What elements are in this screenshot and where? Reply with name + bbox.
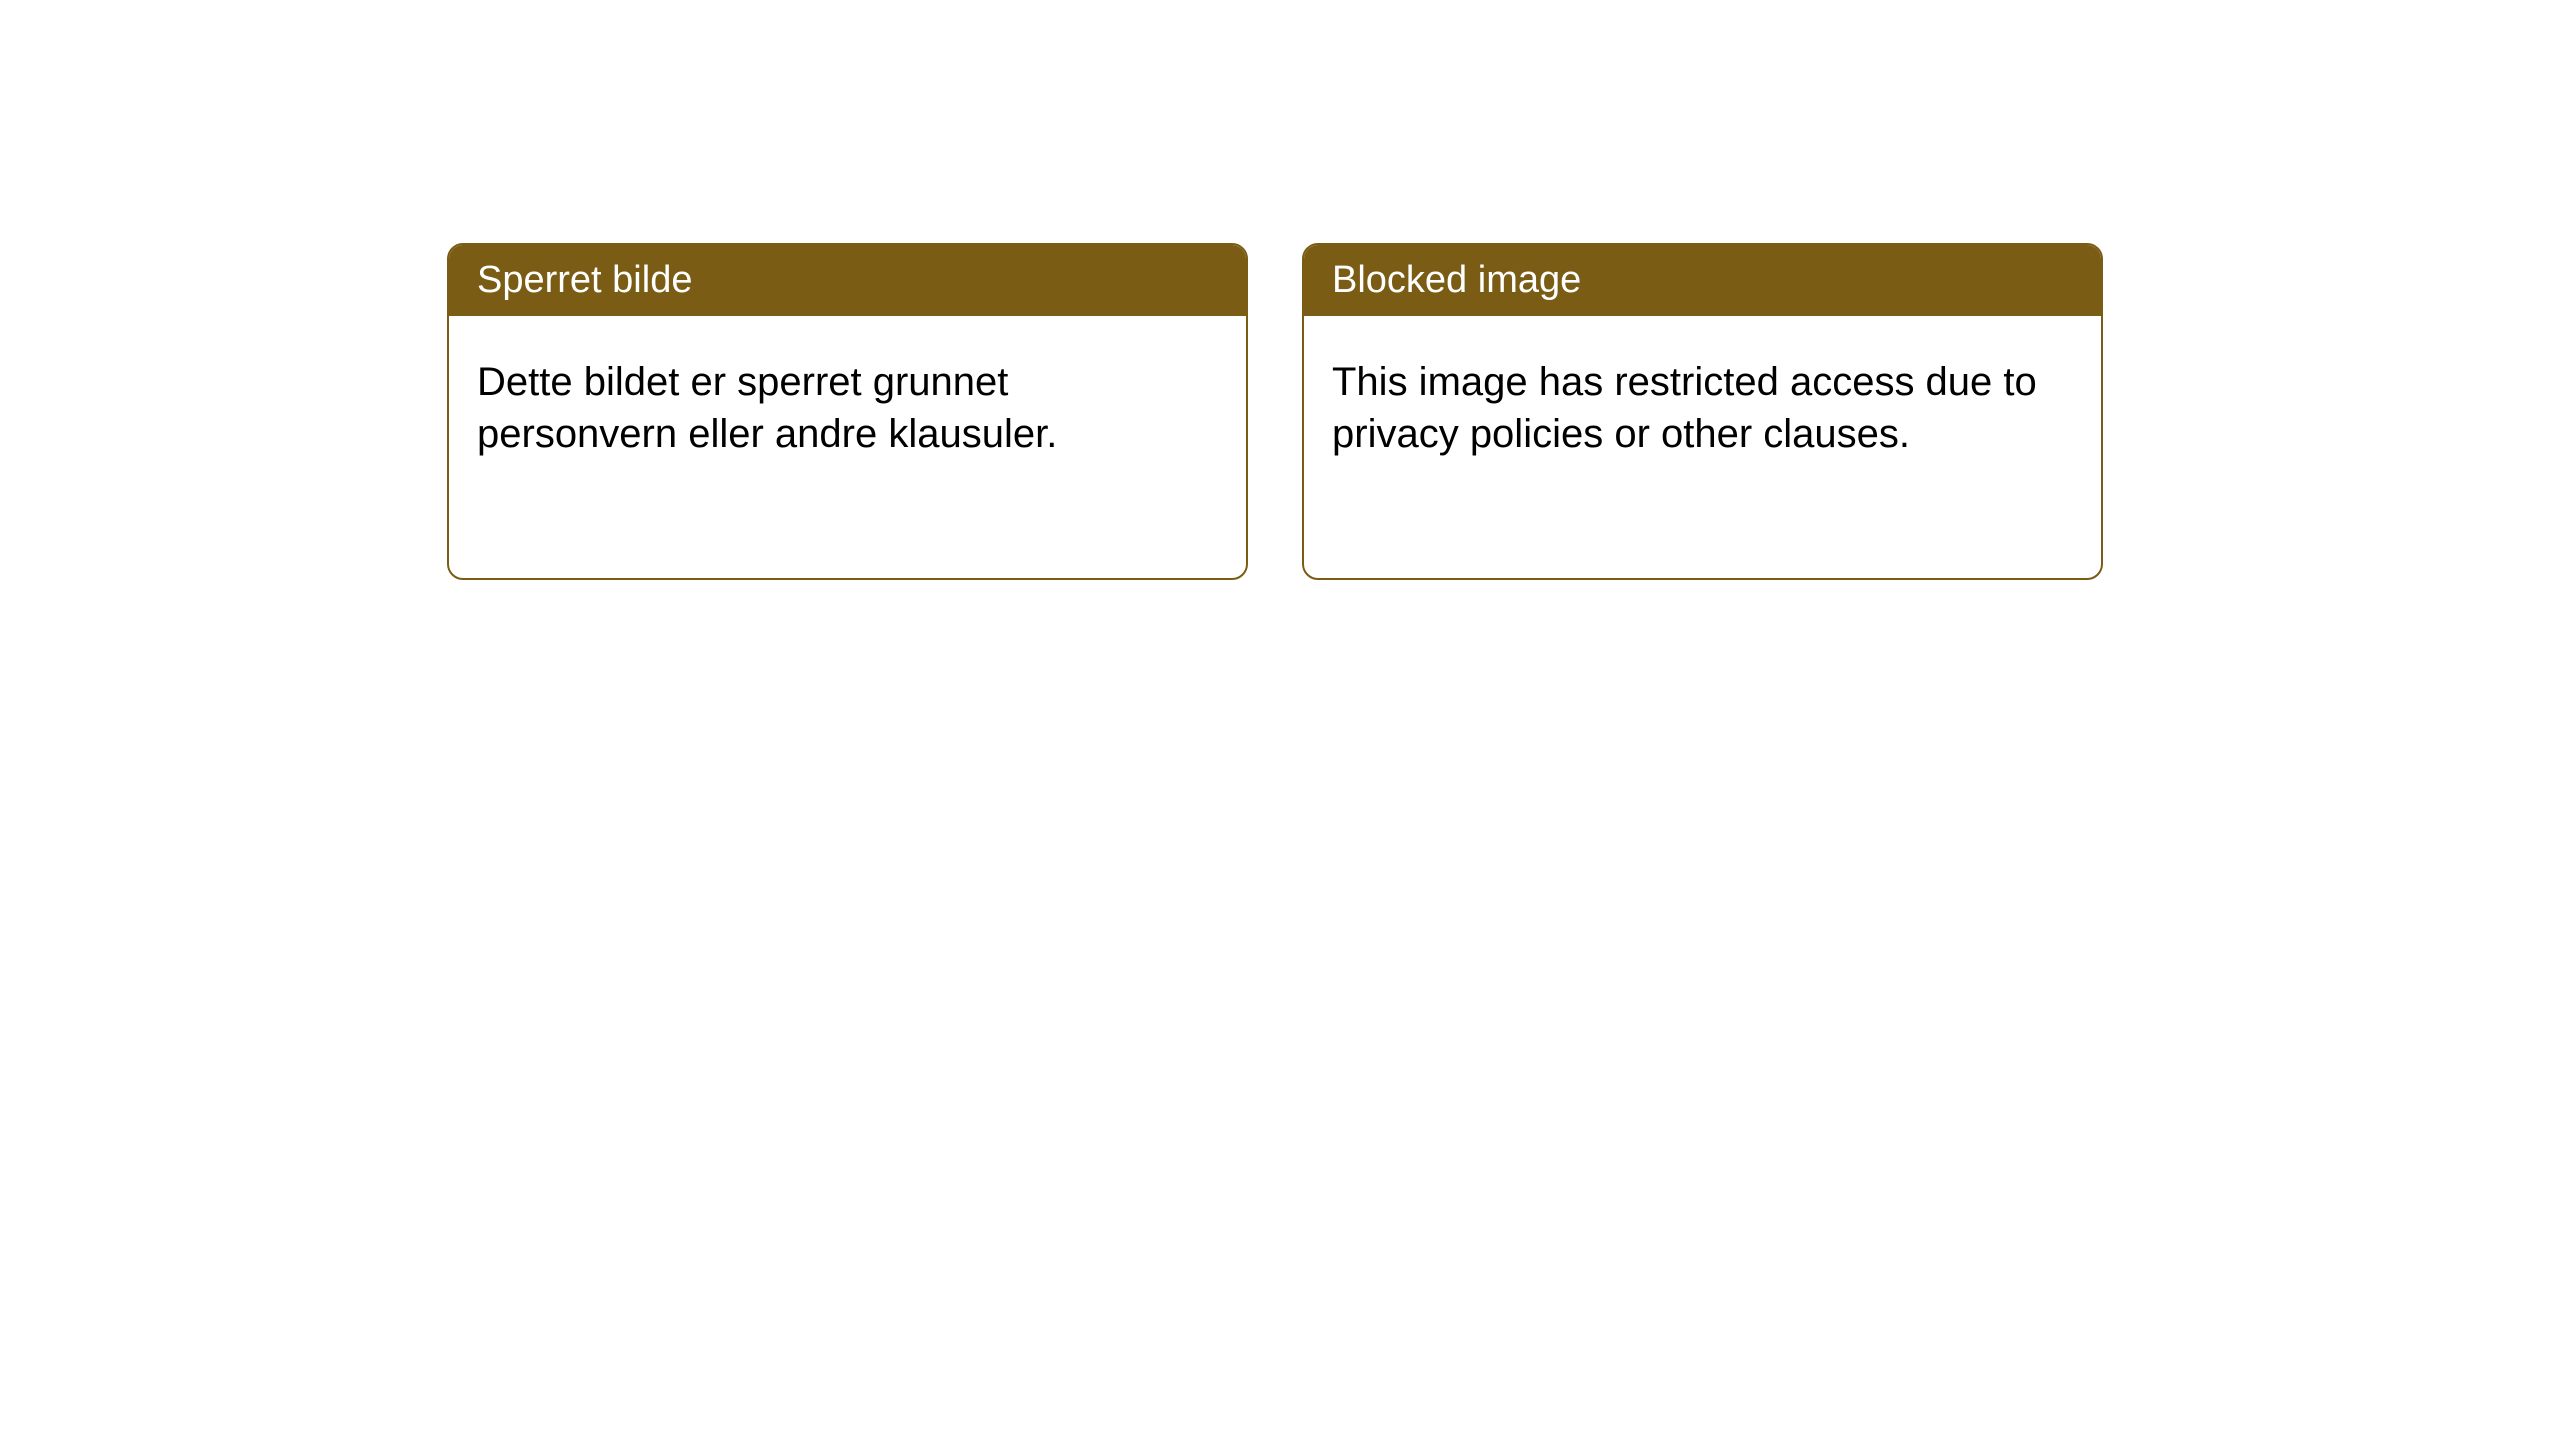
notice-header: Sperret bilde <box>449 245 1246 316</box>
notice-body: Dette bildet er sperret grunnet personve… <box>449 316 1246 500</box>
notice-header: Blocked image <box>1304 245 2101 316</box>
notice-card-english: Blocked image This image has restricted … <box>1302 243 2103 580</box>
notice-container: Sperret bilde Dette bildet er sperret gr… <box>0 0 2560 580</box>
notice-body: This image has restricted access due to … <box>1304 316 2101 500</box>
notice-card-norwegian: Sperret bilde Dette bildet er sperret gr… <box>447 243 1248 580</box>
